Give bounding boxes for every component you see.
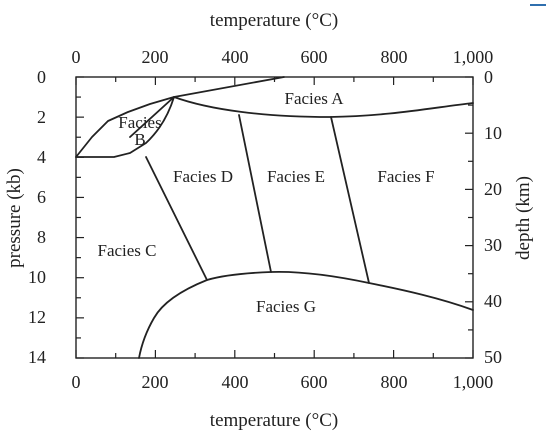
pressure-tick-label: 10 (28, 267, 46, 287)
pressure-tick-label: 6 (37, 187, 46, 207)
depth-tick-label: 50 (484, 347, 502, 367)
top-temp-tick-label: 800 (381, 47, 408, 67)
boundary-facies-d-e (238, 114, 272, 273)
facies-f-label: Facies F (377, 167, 434, 186)
depth-tick-label: 10 (484, 123, 502, 143)
pressure-tick-label: 2 (37, 107, 46, 127)
depth-tick-labels: 0 10 20 30 40 50 (484, 67, 502, 367)
boundary-facies-e-f (330, 116, 370, 284)
top-temperature-tick-labels: 0 200 400 600 800 1,000 (72, 47, 494, 67)
facies-d-label: Facies D (173, 167, 233, 186)
left-axis-title: pressure (kb) (4, 168, 25, 268)
top-temp-tick-label: 600 (301, 47, 328, 67)
top-temp-tick-label: 0 (72, 47, 81, 67)
pressure-tick-label: 12 (28, 307, 46, 327)
bottom-temperature-tick-labels: 0 200 400 600 800 1,000 (72, 372, 494, 392)
boundary-facies-b-upper (75, 96, 175, 158)
boundary-facies-a-bottom-right (173, 96, 474, 118)
pressure-tick-labels: 0 2 4 6 8 10 12 14 (28, 67, 46, 367)
ticks (75, 76, 474, 359)
depth-tick-label: 20 (484, 179, 502, 199)
pressure-tick-label: 8 (37, 227, 46, 247)
bottom-temp-tick-label: 0 (72, 372, 81, 392)
right-axis-title: depth (km) (513, 176, 534, 260)
boundary-facies-c-d (145, 156, 208, 281)
top-temp-tick-label: 200 (142, 47, 169, 67)
facies-b-label-line2: B (134, 130, 145, 149)
bottom-temp-tick-label: 600 (301, 372, 328, 392)
pressure-tick-label: 0 (37, 67, 46, 87)
pressure-tick-label: 14 (28, 347, 46, 367)
bottom-temp-tick-label: 400 (222, 372, 249, 392)
boundary-facies-g-top (138, 270, 474, 359)
facies-e-label: Facies E (267, 167, 325, 186)
boundary-facies-b-lower (75, 96, 175, 158)
bottom-axis-title: temperature (°C) (210, 410, 338, 431)
pressure-tick-label: 4 (37, 147, 46, 167)
top-axis-title: temperature (°C) (210, 10, 338, 31)
facies-a-label: Facies A (284, 89, 344, 108)
facies-c-label: Facies C (97, 241, 156, 260)
top-temp-tick-label: 1,000 (453, 47, 494, 67)
facies-b-label-line1: Facies (118, 113, 161, 132)
depth-tick-label: 30 (484, 235, 502, 255)
bottom-temp-tick-label: 800 (381, 372, 408, 392)
top-temp-tick-label: 400 (222, 47, 249, 67)
bottom-temp-tick-label: 1,000 (453, 372, 494, 392)
corner-mark (530, 4, 546, 6)
facies-g-label: Facies G (256, 297, 316, 316)
bottom-temp-tick-label: 200 (142, 372, 169, 392)
depth-tick-label: 0 (484, 67, 493, 87)
depth-tick-label: 40 (484, 291, 502, 311)
